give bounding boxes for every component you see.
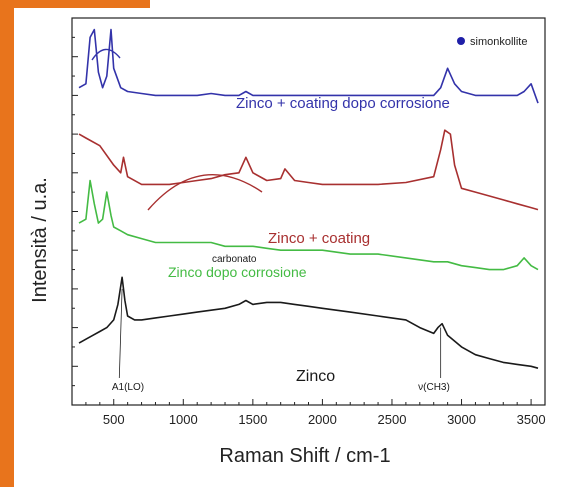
y-axis-label: Intensità / u.a. bbox=[29, 177, 51, 303]
x-tick-label: 1000 bbox=[169, 412, 198, 427]
x-tick-label: 2500 bbox=[378, 412, 407, 427]
x-tick-label: 2000 bbox=[308, 412, 337, 427]
annotation-label: Zinco + coating bbox=[268, 230, 370, 247]
series-line-blue bbox=[78, 28, 539, 104]
legend-marker-simonkollite bbox=[457, 37, 465, 45]
series-line-black bbox=[78, 276, 539, 369]
legend: simonkollite bbox=[457, 36, 527, 48]
annotation-label: carbonato bbox=[212, 254, 257, 265]
plot-border bbox=[71, 17, 546, 406]
annotation-pointer bbox=[118, 288, 123, 379]
annotation-arc bbox=[91, 48, 121, 61]
x-axis-label: Raman Shift / cm-1 bbox=[219, 445, 390, 467]
annotation-label: Zinco bbox=[296, 368, 335, 385]
x-tick-label: 3500 bbox=[517, 412, 546, 427]
series-line-red bbox=[78, 129, 539, 211]
series-layer bbox=[78, 28, 539, 369]
x-tick-label: 3000 bbox=[447, 412, 476, 427]
accent-bar-left bbox=[0, 0, 14, 487]
annotation-label: Zinco dopo corrosione bbox=[168, 264, 307, 280]
annotations-layer: Zinco + coating dopo corrosione Zinco + c… bbox=[91, 48, 450, 393]
x-tick-label: 1500 bbox=[238, 412, 267, 427]
annotation-label: Zinco + coating dopo corrosione bbox=[236, 95, 450, 112]
legend-label-simonkollite: simonkollite bbox=[470, 36, 527, 48]
annotation-label: A1(LO) bbox=[112, 382, 144, 393]
annotation-arc bbox=[147, 174, 263, 211]
plot-area bbox=[71, 17, 546, 406]
annotation-label: ν(CH3) bbox=[418, 382, 450, 393]
x-tick-label: 500 bbox=[103, 412, 125, 427]
x-axis-ticks: 500 1000 1500 2000 2500 3000 3500 bbox=[85, 399, 546, 427]
series-line-green bbox=[78, 179, 539, 271]
accent-bar-top bbox=[0, 0, 150, 8]
